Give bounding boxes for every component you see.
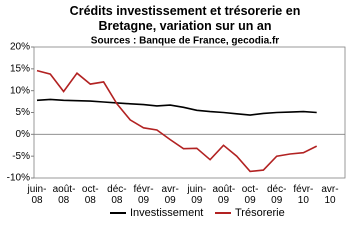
- legend-label: Trésorerie: [235, 207, 285, 219]
- x-tick-label: oct-08: [81, 184, 99, 206]
- x-tick-label: août-09: [212, 184, 236, 206]
- y-tick-label: 5%: [16, 107, 31, 118]
- chart-title: Crédits investissement et trésorerie en B…: [70, 4, 301, 33]
- y-tick-label: -10%: [7, 173, 30, 184]
- series-line: [36, 98, 317, 116]
- x-tick-label: oct-09: [241, 184, 259, 206]
- legend-label: Investissement: [130, 207, 203, 219]
- x-tick-label: févr-10: [293, 184, 314, 206]
- x-tick-label: juin-08: [27, 184, 47, 206]
- x-tick-label: déc-09: [266, 184, 287, 206]
- x-tick-label: déc-08: [107, 184, 127, 206]
- y-tick-label: 20%: [10, 42, 30, 53]
- x-tick-label: avr-09: [161, 184, 179, 206]
- series-line: [36, 69, 318, 173]
- y-tick-label: 10%: [10, 85, 30, 96]
- y-tick-label: 0%: [16, 129, 31, 140]
- y-tick-label: 15%: [10, 63, 30, 74]
- chart-subtitle: Sources : Banque de France, gecodia.fr: [91, 36, 279, 47]
- x-tick-label: févr-09: [133, 184, 154, 206]
- x-tick-label: juin-09: [187, 184, 207, 206]
- x-tick-label: août-08: [52, 184, 76, 206]
- chart-container: Crédits investissement et trésorerie en B…: [7, 4, 346, 219]
- chart: Crédits investissement et trésorerie en B…: [7, 4, 346, 219]
- y-tick-label: -5%: [12, 151, 30, 162]
- x-tick-label: avr-10: [321, 184, 339, 206]
